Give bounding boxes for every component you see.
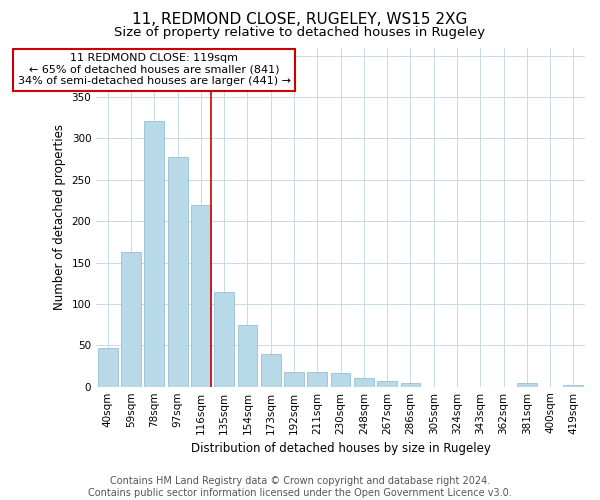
Bar — [517, 384, 536, 386]
Bar — [214, 292, 234, 386]
Bar — [307, 372, 327, 386]
Bar — [284, 372, 304, 386]
Bar — [563, 385, 583, 386]
Text: Contains HM Land Registry data © Crown copyright and database right 2024.
Contai: Contains HM Land Registry data © Crown c… — [88, 476, 512, 498]
Text: 11 REDMOND CLOSE: 119sqm
← 65% of detached houses are smaller (841)
34% of semi-: 11 REDMOND CLOSE: 119sqm ← 65% of detach… — [18, 54, 291, 86]
Bar — [354, 378, 374, 386]
Bar — [377, 381, 397, 386]
Bar — [168, 156, 188, 386]
Bar — [121, 252, 141, 386]
Bar — [261, 354, 281, 386]
Bar — [331, 372, 350, 386]
Y-axis label: Number of detached properties: Number of detached properties — [53, 124, 66, 310]
Text: 11, REDMOND CLOSE, RUGELEY, WS15 2XG: 11, REDMOND CLOSE, RUGELEY, WS15 2XG — [133, 12, 467, 28]
Bar — [238, 326, 257, 386]
Bar — [191, 204, 211, 386]
X-axis label: Distribution of detached houses by size in Rugeley: Distribution of detached houses by size … — [191, 442, 491, 455]
Bar — [145, 121, 164, 386]
Text: Size of property relative to detached houses in Rugeley: Size of property relative to detached ho… — [115, 26, 485, 39]
Bar — [98, 348, 118, 387]
Bar — [401, 384, 421, 386]
